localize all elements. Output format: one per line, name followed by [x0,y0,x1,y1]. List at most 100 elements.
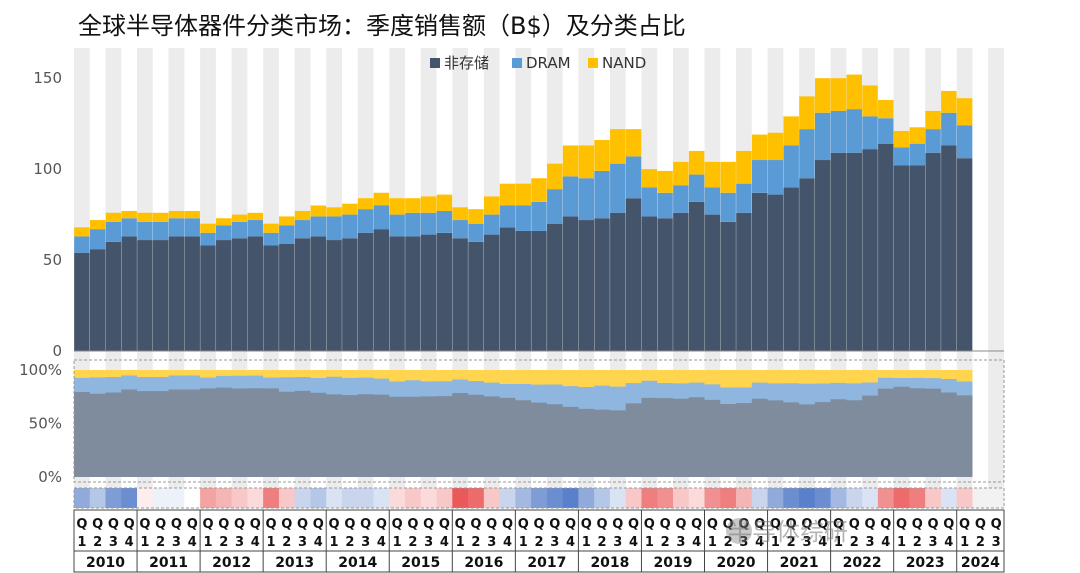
bar-NAND-24 [452,207,468,221]
q-number-39: 4 [692,535,701,550]
bar-非存储-34 [610,212,626,351]
bar-DRAM-50 [862,116,878,150]
bar-NAND-6 [168,210,185,219]
bar-非存储-56 [956,158,973,351]
bar-非存储-53 [909,165,926,351]
bar-DRAM-51 [878,118,894,144]
heat-cell-43 [751,488,769,508]
bar-NAND-14 [294,210,311,221]
bar-DRAM-33 [594,170,610,219]
q-number-54: 3 [929,535,938,550]
q-letter-26: Q [486,517,497,532]
bar-NAND-0 [74,227,90,237]
year-label-2012: 2012 [212,555,251,571]
bar-DRAM-4 [137,221,153,241]
bar-DRAM-3 [121,218,137,237]
year-label-2010: 2010 [86,555,125,571]
legend-swatch-2 [588,58,598,68]
bar-非存储-21 [405,236,421,351]
bar-DRAM-34 [610,163,626,213]
bar-NAND-42 [736,150,752,184]
heat-frame [73,487,1005,509]
bar-非存储-30 [547,223,563,351]
bar-非存储-38 [673,212,689,351]
heat-cell-10 [231,488,248,508]
q-number-37: 2 [661,535,670,550]
bar-NAND-53 [909,127,926,144]
heat-cell-44 [767,488,784,508]
q-letter-17: Q [344,517,355,532]
heat-cell-2 [105,488,122,508]
q-number-56: 1 [960,535,969,550]
q-number-10: 3 [235,535,244,550]
q-letter-31: Q [565,517,576,532]
bar-NAND-26 [483,196,500,215]
q-letter-5: Q [155,517,166,532]
bar-NAND-48 [830,78,847,111]
bar-NAND-45 [783,116,799,146]
q-number-35: 4 [629,535,638,550]
growth-heat-band [74,488,1005,508]
bar-非存储-17 [342,238,358,351]
bar-DRAM-0 [74,236,90,253]
bar-非存储-0 [74,252,90,351]
heat-cell-18 [357,488,374,508]
q-number-27: 4 [503,535,512,550]
q-number-1: 2 [93,535,102,550]
heat-cell-26 [483,488,501,508]
bar-NAND-36 [641,169,658,188]
bar-NAND-23 [436,194,453,211]
bar-NAND-52 [893,130,910,148]
bar-NAND-21 [405,198,421,213]
bar-NAND-46 [799,96,815,130]
q-letter-27: Q [502,517,513,532]
q-number-9: 2 [219,535,228,550]
legend-label-2: NAND [602,54,646,72]
bar-DRAM-46 [799,129,815,179]
pct-frame [73,359,1005,483]
bar-NAND-51 [878,100,894,119]
bar-非存储-20 [389,236,405,351]
q-letter-34: Q [612,517,623,532]
bar-非存储-27 [499,227,516,351]
pct-ytick-2: 100% [19,361,62,379]
axes: 0 50 100 150 0% 50% 100% [19,69,1005,509]
heat-cell-54 [925,488,942,508]
bar-非存储-22 [420,234,437,351]
q-number-22: 3 [424,535,433,550]
q-letter-47: Q [817,517,828,532]
q-number-20: 1 [393,535,402,550]
bar-非存储-19 [373,229,390,351]
q-letter-19: Q [376,517,387,532]
q-number-42: 3 [739,535,748,550]
bar-DRAM-20 [389,214,405,237]
bar-非存储-35 [625,198,642,351]
bar-DRAM-53 [909,143,926,166]
heat-cell-39 [688,488,706,508]
q-letter-39: Q [691,517,702,532]
q-letter-37: Q [660,517,671,532]
q-letter-1: Q [92,517,103,532]
q-letter-53: Q [912,517,923,532]
bar-NAND-2 [105,212,122,222]
bar-DRAM-42 [736,183,752,213]
label-grid [73,509,1005,573]
sales-bar-chart [74,74,973,351]
heat-cell-5 [152,488,170,508]
bar-非存储-49 [846,152,862,351]
bar-DRAM-18 [357,209,374,233]
top-ytick-2: 100 [33,160,62,178]
q-number-15: 4 [314,535,323,550]
bar-DRAM-15 [310,216,327,237]
heat-cell-28 [515,488,532,508]
year-label-2011: 2011 [149,555,188,571]
bar-非存储-11 [247,236,263,351]
bar-DRAM-45 [783,145,799,188]
bar-非存储-55 [941,145,957,351]
q-letter-29: Q [533,517,544,532]
heat-cell-15 [310,488,327,508]
q-letter-48: Q [833,517,844,532]
bar-NAND-20 [389,198,405,215]
q-letter-0: Q [76,517,87,532]
